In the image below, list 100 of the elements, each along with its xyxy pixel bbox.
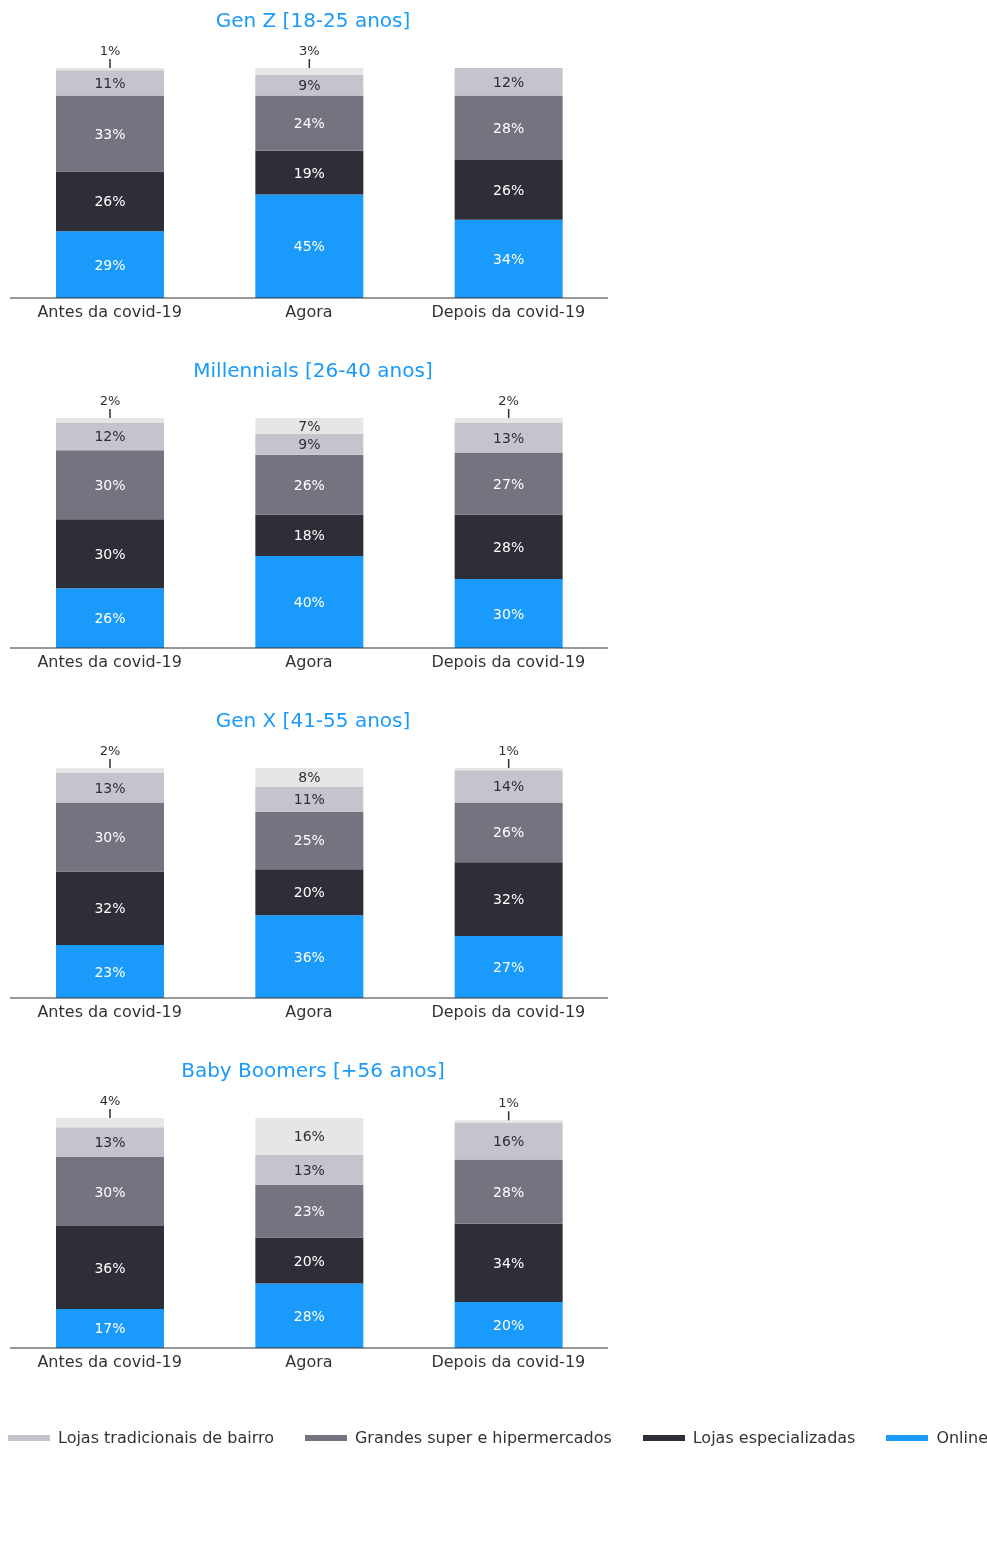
data-label: 28% [493,119,525,136]
x-tick-label: Depois da covid-19 [431,652,586,672]
bar [56,450,164,520]
bar [454,452,563,515]
data-label: 14% [493,778,525,795]
bar [454,68,563,96]
bar [454,1302,563,1348]
x-tick-label: Agora [285,1002,333,1022]
x-tick-label: Depois da covid-19 [431,302,586,322]
bar [56,231,164,298]
bar [56,802,164,872]
data-label: 33% [94,125,126,142]
data-label: 20% [293,1252,325,1269]
data-label: 1% [498,1095,519,1111]
data-label: 34% [493,1254,525,1271]
bar [454,802,563,863]
bar [255,514,364,556]
bar [454,935,563,998]
data-label: 36% [94,1259,126,1276]
bar [255,1184,364,1238]
bar [454,418,563,423]
bar [255,68,364,75]
bar [255,1283,364,1348]
data-label: 24% [293,115,325,132]
bar [56,418,164,423]
data-label: 30% [94,476,126,493]
bar [255,811,364,870]
data-label: 2% [99,393,121,408]
bar [454,160,563,220]
data-label: 30% [94,545,126,562]
data-label: 11% [94,74,126,91]
legend-label: Lojas especializadas [692,1428,856,1447]
bar [454,770,563,803]
data-label: 28% [493,538,525,555]
data-label: 27% [493,475,525,492]
bar [56,1127,164,1158]
x-tick-label: Agora [285,652,333,672]
bar [56,519,164,589]
bar [56,768,164,773]
data-label: 30% [493,605,525,622]
bar [255,454,364,515]
bar [454,514,563,579]
bar [255,194,364,298]
data-label: 20% [493,1317,525,1333]
bar [56,945,164,998]
data-label: 7% [298,418,321,435]
bar [255,74,364,96]
bar [255,556,364,648]
data-label: 25% [293,832,325,849]
data-label: 45% [293,238,325,255]
data-label: 13% [293,1161,325,1178]
x-tick-label: Depois da covid-19 [431,1352,586,1372]
data-label: 2% [498,393,519,408]
data-label: 16% [493,1133,525,1149]
data-label: 1% [498,743,519,758]
chart-title: Baby Boomers [+56 anos] [180,1058,446,1082]
data-label: 11% [293,791,325,808]
bar [255,869,364,916]
data-label: 26% [493,181,525,198]
bar [454,1120,563,1123]
data-label: 32% [94,900,126,917]
bar [56,772,164,803]
data-label: 17% [94,1320,126,1337]
x-tick-label: Agora [285,302,333,322]
data-label: 30% [94,829,126,845]
bar [56,1308,164,1348]
chart-title: Gen X [41-55 anos] [214,708,412,732]
data-label: 26% [94,193,126,210]
data-label: 12% [493,73,525,90]
legend-label: Online [936,1428,987,1447]
bar [255,95,364,151]
bar [56,588,164,648]
data-label: 32% [493,891,525,908]
data-label: 26% [493,824,525,841]
data-label: 23% [293,1203,325,1220]
bar [56,871,164,946]
data-label: 28% [493,1183,525,1200]
data-label: 13% [493,429,525,446]
bar [454,862,563,936]
x-tick-label: Agora [285,1352,333,1372]
data-label: 27% [493,958,525,975]
x-tick-label: Antes da covid-19 [37,1002,182,1022]
data-label: 18% [293,527,325,544]
data-label: 13% [94,1134,126,1151]
data-label: 28% [293,1307,325,1324]
x-tick-label: Antes da covid-19 [37,302,182,322]
bar [56,1157,164,1227]
bar [454,422,563,453]
data-label: 36% [293,948,325,965]
bar [56,422,164,451]
bar [56,95,164,172]
data-label: 29% [94,256,126,273]
data-label: 19% [293,164,325,181]
data-label: 16% [293,1128,325,1145]
x-tick-label: Depois da covid-19 [431,1002,586,1022]
bar [255,1118,364,1155]
bar [255,418,364,435]
bar [56,70,164,96]
bar [255,150,364,195]
chart-title: Gen Z [18-25 anos] [214,8,412,32]
